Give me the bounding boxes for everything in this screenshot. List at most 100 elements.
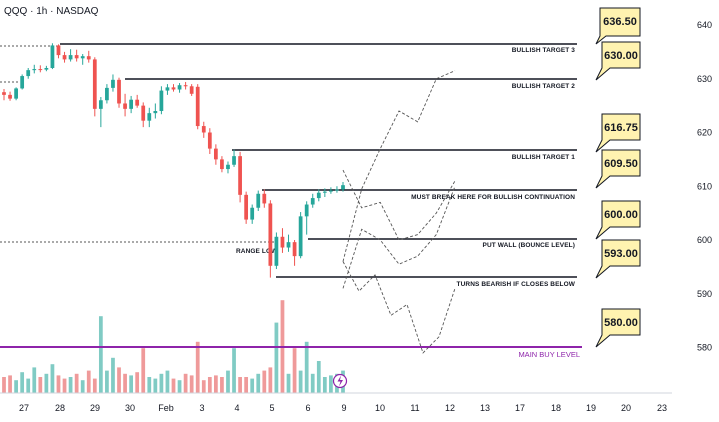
volume-bar — [2, 377, 6, 393]
volume-bar — [238, 377, 242, 393]
volume-bar — [80, 380, 85, 393]
volume-bar — [256, 373, 261, 393]
label-bearish: TURNS BEARISH IF CLOSES BELOW — [457, 281, 576, 288]
candle-body — [292, 242, 297, 257]
candle-body — [135, 99, 140, 106]
candle-body — [8, 94, 12, 99]
label-range-low: RANGE LOW — [236, 248, 278, 255]
volume-bar — [183, 373, 188, 393]
candle-body — [310, 198, 315, 205]
x-tick-label: 19 — [586, 403, 596, 413]
x-tick-label: 11 — [410, 403, 419, 413]
volume-bar — [250, 378, 255, 393]
candle-body — [147, 113, 152, 121]
candle-body — [341, 185, 345, 190]
callout-600-text: 600.00 — [604, 209, 638, 221]
candle-body — [286, 242, 291, 248]
volume-bar — [98, 316, 103, 393]
candle-body — [141, 105, 146, 121]
x-tick-label: 17 — [515, 403, 525, 413]
candle-body — [268, 203, 273, 266]
candle-body — [129, 99, 134, 109]
volume-bar — [14, 380, 18, 393]
label-target3: BULLISH TARGET 3 — [512, 47, 576, 54]
volume-bar — [298, 370, 303, 393]
candle-body — [238, 156, 242, 195]
volume-bar — [159, 373, 164, 393]
candle-body — [62, 55, 67, 60]
candle-body — [207, 132, 212, 149]
candle-body — [92, 59, 97, 109]
volume-bar — [141, 348, 146, 393]
volume-bar — [171, 378, 176, 393]
candle-body — [153, 111, 158, 114]
volume-bar — [165, 370, 170, 393]
volume-bar — [32, 367, 37, 393]
x-tick-label: 3 — [199, 403, 204, 413]
x-tick-label: 30 — [125, 403, 135, 413]
volume-bar — [201, 380, 206, 393]
callout-636: 636.50 — [595, 7, 641, 45]
callout-593: 593.00 — [595, 239, 641, 279]
candle-body — [280, 236, 285, 248]
candle-body — [123, 103, 127, 109]
y-tick-label: 600 — [697, 235, 712, 245]
candle-body — [171, 87, 176, 90]
callout-630-text: 630.00 — [604, 50, 638, 62]
callout-616: 616.75 — [595, 113, 641, 153]
volume-bar — [147, 377, 152, 393]
label-must-break: MUST BREAK HERE FOR BULLISH CONTINUATION — [411, 194, 575, 201]
volume-bar — [62, 378, 67, 393]
x-tick-label: 6 — [305, 403, 310, 413]
volume-bar — [135, 372, 140, 393]
callout-580: 580.00 — [595, 308, 641, 348]
volume-bar — [56, 375, 61, 393]
candle-body — [183, 85, 188, 87]
volume-bar — [50, 364, 55, 393]
callout-630: 630.00 — [595, 41, 641, 81]
callout-609-text: 609.50 — [604, 158, 638, 170]
volume-bar — [105, 370, 109, 393]
candle-body — [201, 126, 206, 133]
candle-body — [262, 193, 267, 204]
volume-bar — [68, 377, 73, 393]
candle-body — [68, 55, 73, 60]
candle-body — [74, 55, 79, 59]
y-tick-label: 640 — [697, 20, 712, 30]
y-tick-label: 590 — [697, 289, 712, 299]
candle-body — [111, 79, 115, 88]
candle-body — [50, 45, 55, 68]
volume-bar — [123, 373, 127, 393]
candle-body — [44, 68, 49, 70]
volume-bar — [92, 378, 97, 393]
volume-bar — [8, 375, 12, 393]
volume-bar — [177, 380, 182, 393]
candle-body — [159, 90, 164, 111]
volume-bar — [220, 377, 224, 393]
volume-bar — [304, 341, 309, 393]
projection-path — [342, 169, 456, 241]
x-tick-label: 28 — [55, 403, 65, 413]
candle-body — [105, 87, 109, 101]
volume-bar — [244, 377, 249, 393]
volume-bar — [117, 367, 121, 393]
volume-bar — [310, 373, 315, 393]
projection-path — [342, 186, 456, 289]
volume-bar — [129, 375, 134, 393]
label-target1: BULLISH TARGET 1 — [512, 154, 576, 161]
candle-body — [20, 76, 25, 89]
x-tick-label: 27 — [19, 403, 29, 413]
lightning-icon[interactable] — [332, 373, 348, 389]
volume-bar — [44, 373, 49, 393]
y-tick-label: 580 — [697, 343, 712, 353]
volume-bar — [38, 377, 43, 393]
x-tick-label: 23 — [657, 403, 667, 413]
candle-body — [250, 207, 255, 220]
label-put-wall: PUT WALL (BOUNCE LEVEL) — [483, 242, 575, 249]
candle-body — [165, 87, 170, 91]
y-axis: 580 590 600 610 620 630 640 — [697, 20, 712, 353]
candle-body — [14, 88, 18, 99]
label-target2: BULLISH TARGET 2 — [512, 83, 576, 90]
volume-bar — [329, 375, 333, 393]
callout-600: 600.00 — [595, 200, 641, 240]
